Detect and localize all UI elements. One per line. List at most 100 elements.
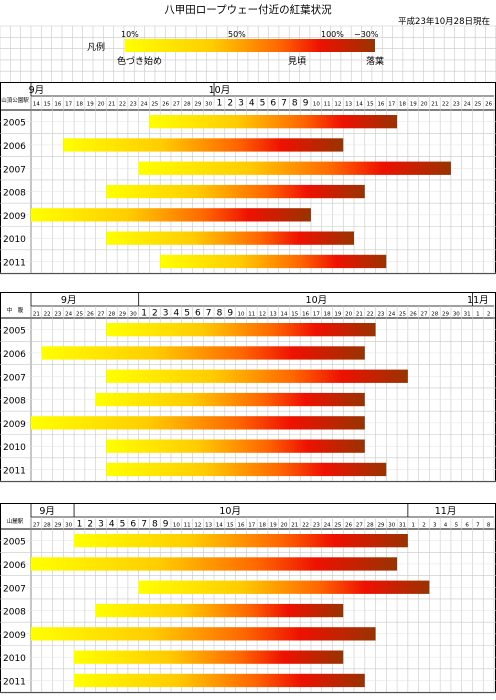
foliage-bar (160, 254, 387, 269)
year-label: 2009 (3, 420, 26, 430)
day-tick-label: 20 (421, 102, 428, 108)
day-tick-label: 2 (87, 520, 93, 530)
day-tick-label: 14 (281, 312, 288, 318)
day-tick-label: 26 (345, 523, 352, 529)
month-label: 9月 (61, 295, 77, 306)
day-tick-label: 3 (433, 523, 437, 529)
day-tick-label: 26 (162, 102, 169, 108)
day-tick-label: 13 (345, 102, 352, 108)
day-tick-label: 6 (465, 523, 469, 529)
day-tick-label: 7 (476, 523, 480, 529)
day-tick-label: 21 (431, 102, 438, 108)
day-tick-label: 31 (399, 523, 406, 529)
day-tick-label: 27 (97, 312, 104, 318)
day-tick-label: 17 (65, 102, 72, 108)
foliage-bar (106, 323, 376, 337)
day-tick-label: 7 (206, 309, 212, 319)
day-tick-label: 19 (410, 102, 417, 108)
day-tick-label: 6 (130, 520, 136, 530)
day-tick-label: 24 (324, 523, 331, 529)
day-tick-label: 30 (388, 523, 395, 529)
day-tick-label: 20 (97, 102, 104, 108)
day-tick-label: 30 (205, 102, 212, 108)
day-tick-label: 13 (270, 312, 277, 318)
legend-stage-end: 落葉 (366, 55, 384, 67)
day-tick-label: 28 (44, 523, 51, 529)
year-label: 2008 (3, 397, 26, 407)
day-tick-label: 16 (54, 102, 61, 108)
day-tick-label: 2 (152, 309, 158, 319)
day-tick-label: 19 (334, 312, 341, 318)
day-tick-label: 24 (65, 312, 72, 318)
section-label: 中 腹 (7, 306, 24, 314)
year-label: 2010 (3, 443, 26, 453)
legend-gradient-bar (125, 39, 375, 52)
day-tick-label: 6 (195, 309, 201, 319)
day-tick-label: 1 (411, 523, 415, 529)
day-tick-label: 23 (377, 312, 384, 318)
day-tick-label: 25 (474, 102, 481, 108)
day-tick-label: 24 (388, 312, 395, 318)
day-tick-label: 17 (313, 312, 320, 318)
day-tick-label: 28 (184, 102, 191, 108)
foliage-bar (95, 392, 365, 407)
day-tick-label: 1 (141, 309, 147, 319)
year-label: 2009 (3, 212, 26, 222)
legend-stage-start: 色づき始め (117, 55, 162, 67)
day-tick-label: 22 (302, 523, 309, 529)
day-tick-label: 9 (303, 99, 309, 109)
month-label: 9月 (39, 506, 55, 517)
day-tick-label: 17 (248, 523, 255, 529)
month-label: 10月 (209, 85, 231, 96)
foliage-bar (149, 115, 398, 129)
day-tick-label: 9 (227, 309, 233, 319)
year-label: 2007 (3, 165, 26, 175)
year-label: 2011 (3, 466, 26, 476)
year-label: 2010 (3, 654, 26, 664)
foliage-bar (106, 231, 355, 245)
day-tick-label: 4 (249, 99, 255, 109)
foliage-bar (138, 161, 451, 175)
day-tick-label: 18 (399, 102, 406, 108)
section-label: 山頂公園駅 (1, 96, 29, 104)
day-tick-label: 1 (476, 312, 480, 318)
day-tick-label: 10 (237, 312, 244, 318)
day-tick-label: 27 (173, 102, 180, 108)
year-label: 2007 (3, 373, 26, 383)
section-label: 山麓駅 (7, 517, 24, 525)
day-tick-label: 4 (109, 520, 115, 530)
day-tick-label: 30 (453, 312, 460, 318)
day-tick-label: 25 (151, 102, 158, 108)
year-label: 2011 (3, 677, 26, 687)
legend-pct-mid: 50% (228, 30, 246, 39)
day-tick-label: 25 (334, 523, 341, 529)
month-label: 10月 (219, 506, 241, 517)
day-tick-label: 22 (442, 102, 449, 108)
day-tick-label: 26 (87, 312, 94, 318)
day-tick-label: 2 (487, 312, 491, 318)
day-tick-label: 29 (119, 312, 126, 318)
day-tick-label: 18 (76, 102, 83, 108)
day-tick-label: 9 (163, 520, 169, 530)
day-tick-label: 28 (108, 312, 115, 318)
day-tick-label: 22 (44, 312, 51, 318)
as-of-date: 平成23年10月28日現在 (398, 16, 490, 27)
day-tick-label: 21 (33, 312, 40, 318)
day-tick-label: 17 (388, 102, 395, 108)
day-tick-label: 31 (464, 312, 471, 318)
day-tick-label: 19 (270, 523, 277, 529)
day-tick-label: 8 (152, 520, 158, 530)
day-tick-label: 12 (194, 523, 201, 529)
day-tick-label: 27 (33, 523, 40, 529)
year-label: 2009 (3, 631, 26, 641)
legend-pct-start: 10% (121, 30, 139, 39)
day-tick-label: 15 (44, 102, 51, 108)
foliage-bar (31, 627, 376, 641)
day-tick-label: 29 (377, 523, 384, 529)
legend-pct-peak: 100% (321, 30, 344, 39)
day-tick-label: 14 (216, 523, 223, 529)
